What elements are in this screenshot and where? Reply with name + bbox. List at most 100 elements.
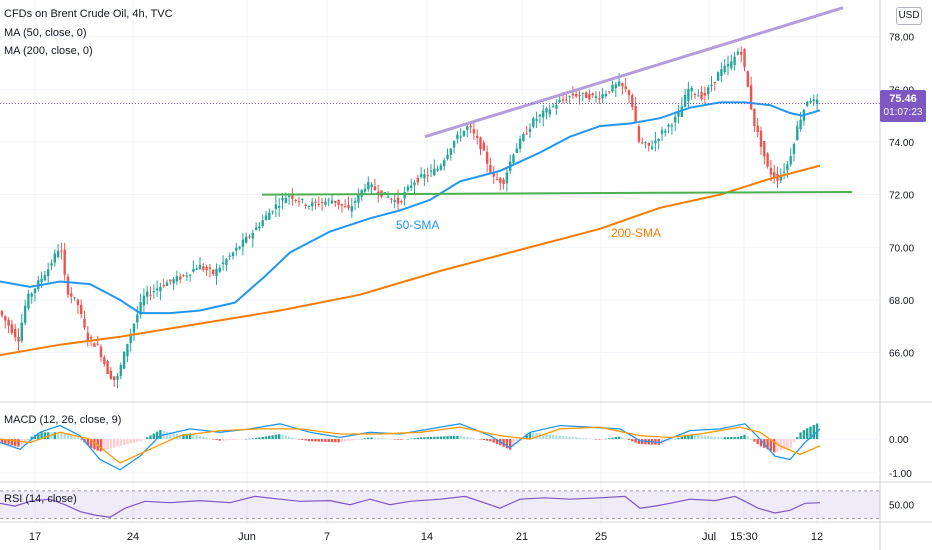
candle-up — [238, 246, 241, 249]
candle-up — [386, 196, 390, 198]
macd-histogram-bar — [370, 437, 373, 440]
macd-histogram-bar — [594, 439, 598, 440]
candle-up — [188, 274, 192, 276]
macd-histogram-bar — [677, 437, 680, 440]
candle-down — [713, 81, 716, 83]
candle-down — [700, 91, 703, 100]
macd-histogram-bar — [380, 438, 383, 440]
candle-down — [304, 204, 307, 207]
macd-histogram-bar — [720, 437, 723, 440]
candle-up — [650, 146, 654, 149]
macd-histogram-bar — [357, 439, 360, 440]
y-tick-label: 70.00 — [889, 243, 914, 254]
macd-histogram-bar — [786, 439, 789, 449]
macd-histogram-bar — [251, 438, 254, 440]
candle-up — [274, 204, 278, 210]
macd-histogram-bar — [634, 439, 637, 443]
macd-histogram-bar — [545, 434, 548, 440]
candle-down — [80, 304, 83, 315]
macd-histogram-bar — [700, 435, 703, 440]
macd-histogram-bar — [340, 439, 344, 443]
macd-histogram-bar — [796, 437, 799, 440]
candle-up — [132, 324, 136, 333]
candle-up — [815, 99, 819, 104]
macd-histogram-bar — [756, 439, 759, 445]
candle-down — [373, 186, 377, 191]
candle-up — [152, 291, 155, 293]
macd-histogram-bar — [429, 436, 433, 440]
candle-up — [231, 252, 235, 257]
x-tick-label: 15:30 — [730, 531, 758, 543]
macd-histogram-bar — [584, 438, 588, 440]
macd-histogram-bar — [740, 436, 743, 440]
candle-down — [76, 299, 80, 305]
macd-histogram-bar — [261, 436, 264, 440]
macd-histogram-bar — [314, 439, 317, 442]
x-tick-label: Jul — [702, 531, 716, 543]
macd-histogram-bar — [730, 437, 733, 440]
macd-histogram-bar — [400, 439, 403, 440]
candle-down — [743, 48, 746, 68]
candle-down — [89, 337, 93, 339]
candle-up — [225, 259, 228, 265]
candle-up — [175, 276, 179, 282]
candle-up — [687, 88, 690, 102]
macd-histogram-bar — [476, 438, 479, 440]
candle-down — [212, 269, 215, 275]
macd-histogram-bar — [258, 437, 261, 440]
candle-up — [657, 139, 660, 142]
macd-legend[interactable]: MACD (12, 26, close, 9) — [4, 414, 122, 426]
candle-up — [542, 110, 545, 118]
macd-histogram-bar — [713, 436, 716, 440]
macd-histogram-bar — [268, 435, 271, 440]
candle-up — [726, 64, 730, 67]
rsi-legend[interactable]: RSI (14, close) — [4, 493, 77, 505]
candle-up — [367, 182, 370, 190]
ma50-legend[interactable]: MA (50, close, 0) — [4, 27, 87, 39]
candle-up — [192, 268, 195, 272]
last-price-tag: 75.46 01:07:23 — [880, 90, 926, 122]
macd-histogram-bar — [169, 432, 172, 440]
macd-histogram-bar — [179, 434, 182, 440]
macd-histogram-bar — [383, 438, 386, 440]
macd-histogram-bar — [367, 437, 370, 440]
candle-up — [139, 301, 142, 315]
candle-down — [320, 202, 324, 204]
candle-up — [311, 202, 314, 207]
candle-up — [264, 215, 268, 220]
candle-down — [70, 293, 73, 297]
macd-histogram-bar — [146, 437, 149, 440]
candle-up — [436, 169, 439, 171]
macd-histogram-bar — [485, 439, 489, 441]
macd-histogram-bar — [693, 434, 697, 440]
macd-histogram-bar — [575, 437, 578, 440]
candle-up — [812, 99, 815, 102]
currency-button[interactable]: USD — [896, 7, 922, 25]
candle-up — [353, 201, 357, 203]
candle-down — [103, 357, 106, 364]
candle-down — [314, 201, 317, 203]
macd-histogram-bar — [66, 434, 70, 440]
candle-up — [505, 172, 509, 184]
macd-histogram-bar — [218, 439, 221, 441]
candle-up — [185, 275, 188, 277]
candle-down — [489, 164, 492, 173]
macd-histogram-bar — [542, 433, 545, 440]
macd-histogram-bar — [86, 439, 89, 446]
candle-up — [707, 87, 710, 95]
candle-up — [20, 322, 23, 342]
macd-histogram-bar — [106, 439, 109, 450]
candle-down — [627, 90, 631, 96]
ma200-legend[interactable]: MA (200, close, 0) — [4, 45, 93, 57]
candle-down — [472, 129, 476, 134]
candle-up — [56, 250, 60, 258]
macd-histogram-bar — [769, 439, 773, 451]
macd-histogram-bar — [766, 439, 769, 450]
macd-histogram-bar — [129, 439, 132, 444]
last-price: 75.46 — [889, 93, 917, 105]
macd-histogram-bar — [126, 439, 129, 445]
macd-histogram-bar — [212, 439, 215, 440]
candle-up — [410, 185, 413, 188]
candle-up — [43, 275, 47, 281]
